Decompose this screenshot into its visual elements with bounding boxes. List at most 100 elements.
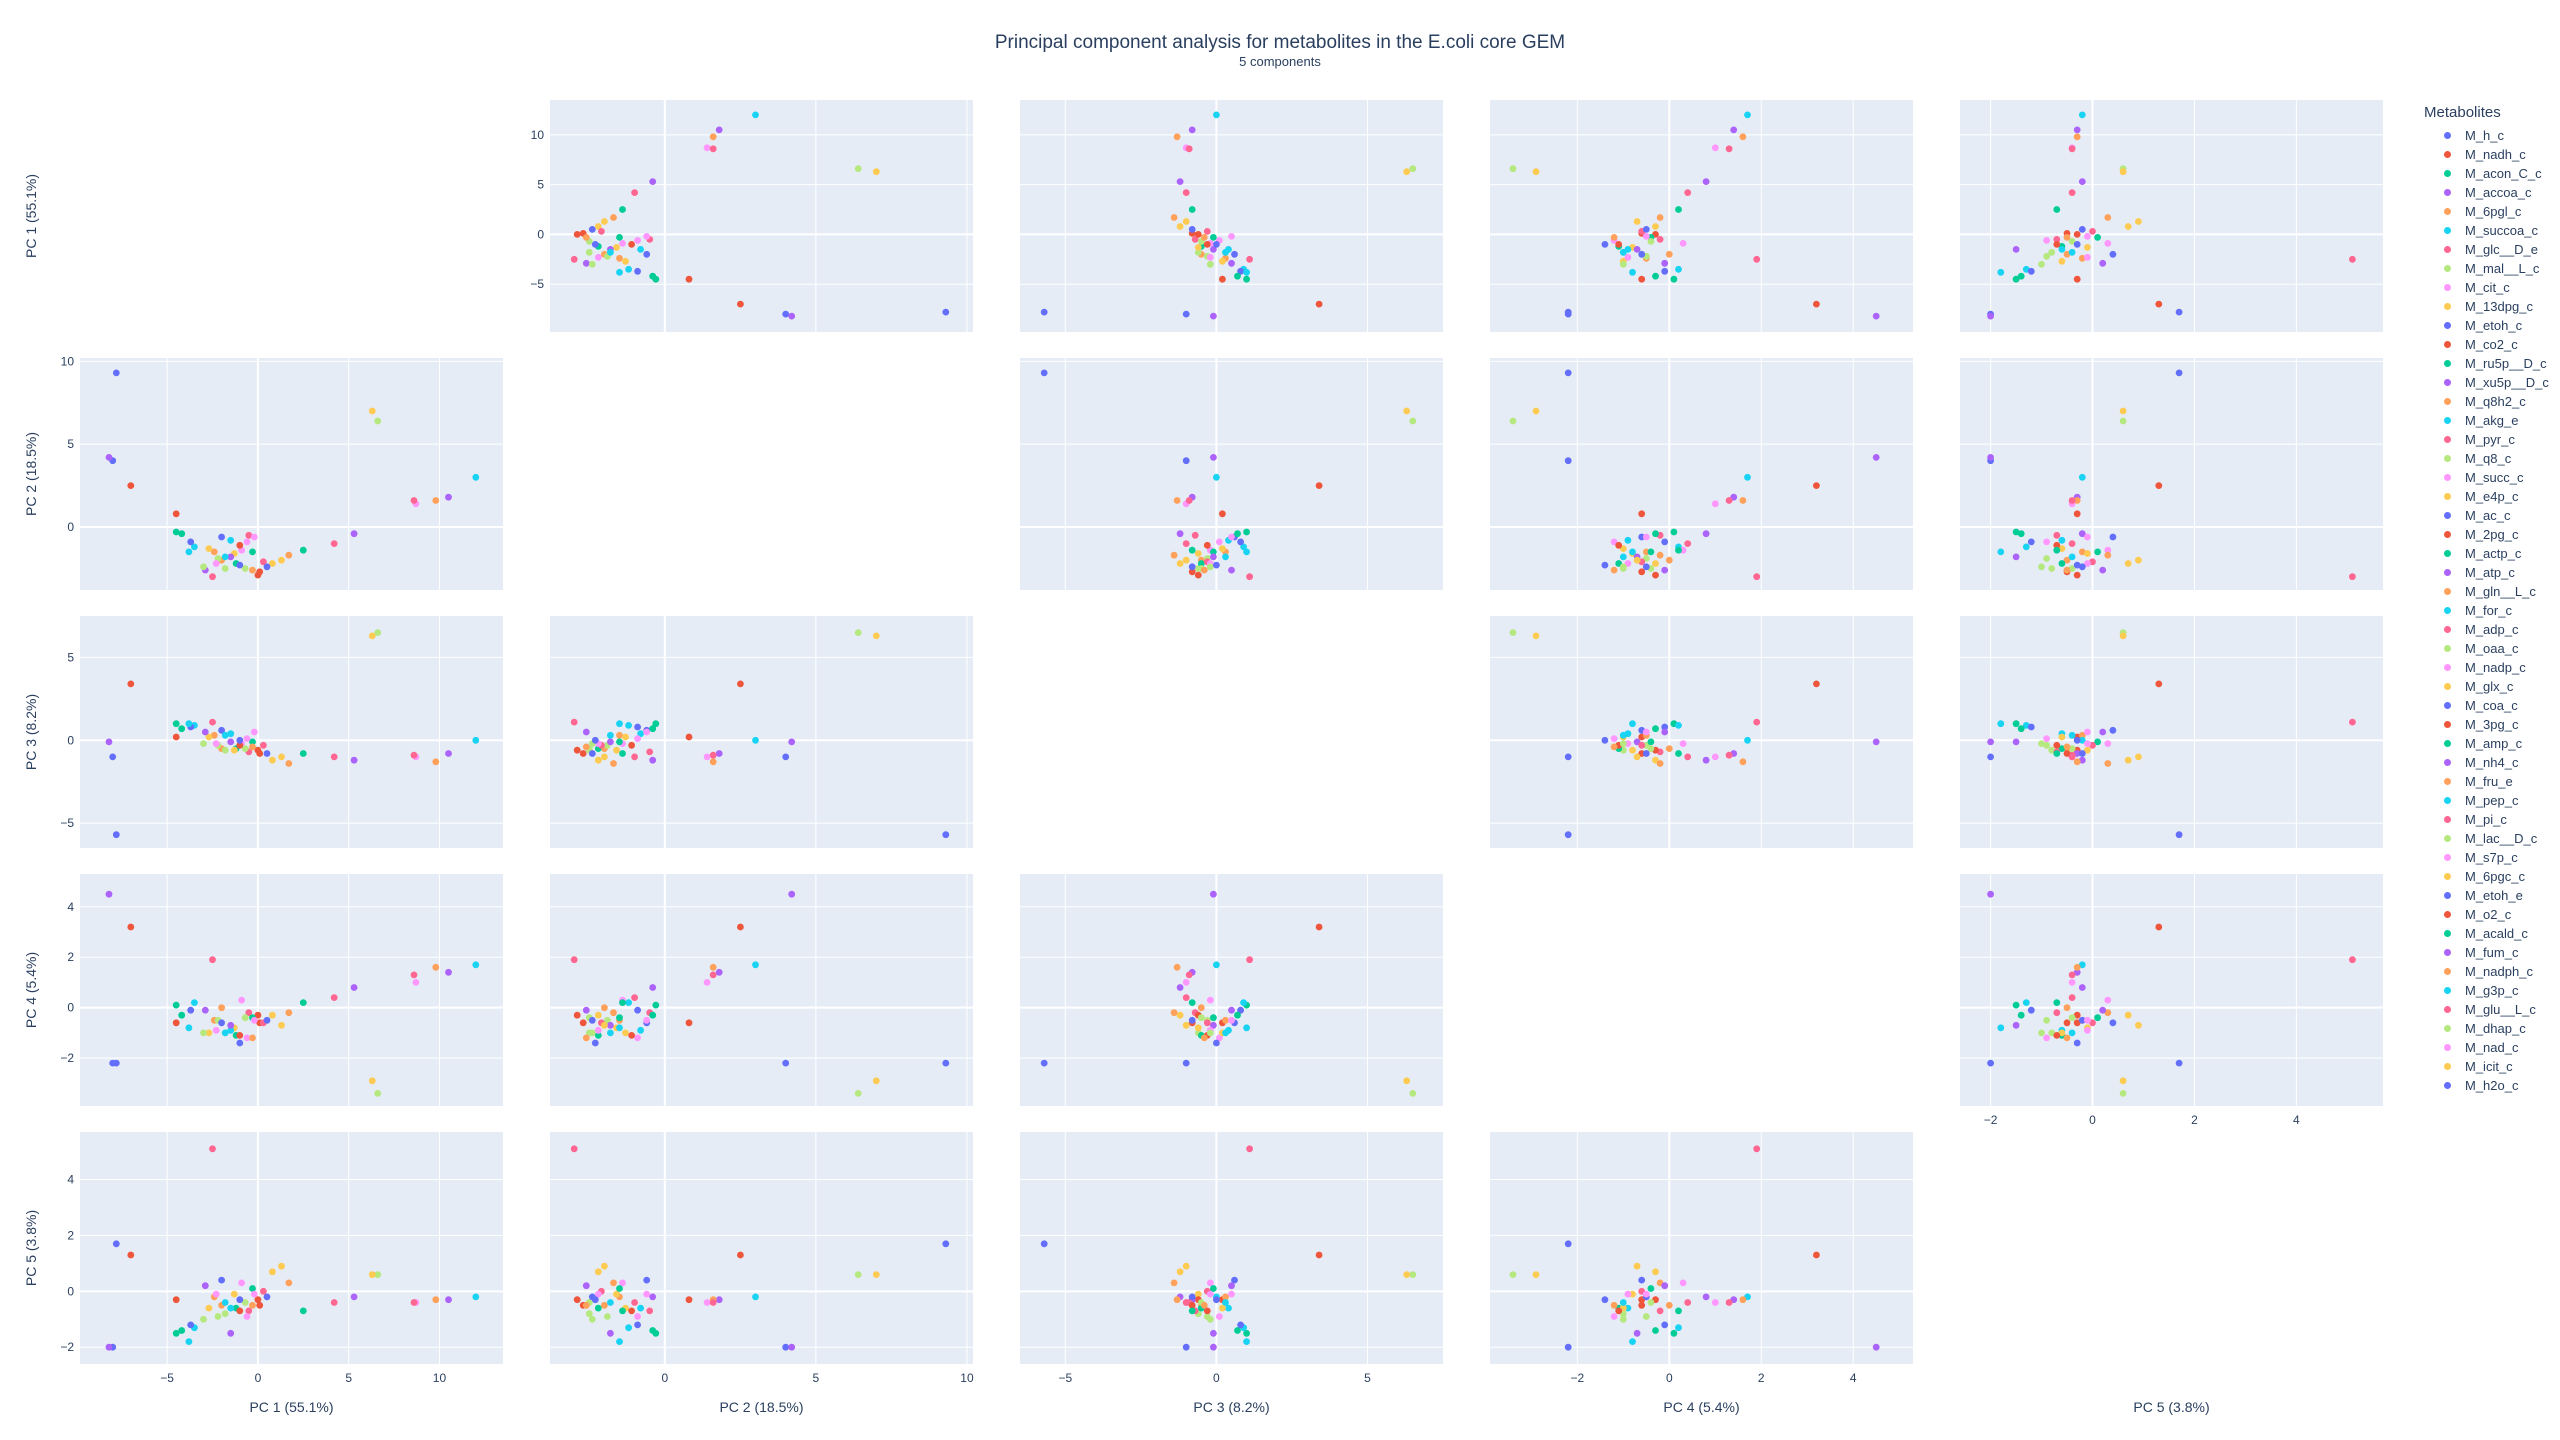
point-M_fru_e[interactable] bbox=[1656, 760, 1664, 767]
point-M_nadp_c[interactable] bbox=[2043, 538, 2050, 546]
point-M_fru_e[interactable] bbox=[610, 214, 617, 221]
point-M_acon_C_c[interactable] bbox=[1243, 1329, 1250, 1337]
point-M_ac_c[interactable] bbox=[1231, 1276, 1238, 1284]
point-M_icit_c[interactable] bbox=[368, 1077, 376, 1085]
point-M_actp_c[interactable] bbox=[616, 738, 623, 746]
point-M_nadph_c[interactable] bbox=[1610, 743, 1618, 751]
point-M_oaa_c[interactable] bbox=[2119, 1090, 2127, 1097]
point-M_dhap_c[interactable] bbox=[1619, 740, 1627, 747]
point-M_o2_c[interactable] bbox=[2053, 1032, 2061, 1039]
point-M_oaa_c[interactable] bbox=[1509, 417, 1517, 425]
point-M_13dpg_c[interactable] bbox=[1176, 223, 1184, 230]
point-M_13dpg_c[interactable] bbox=[2124, 223, 2132, 230]
point-M_icit_c[interactable] bbox=[872, 1271, 880, 1278]
point-M_icit_c[interactable] bbox=[872, 1077, 880, 1085]
point-M_oaa_c[interactable] bbox=[1409, 1090, 1417, 1097]
point-M_gln__L_c[interactable] bbox=[432, 1296, 440, 1304]
point-M_lac__D_c[interactable] bbox=[1647, 745, 1655, 752]
point-M_gln__L_c[interactable] bbox=[1173, 497, 1181, 504]
point-M_g3p_c[interactable] bbox=[1619, 1299, 1627, 1306]
point-M_nadph_c[interactable] bbox=[582, 234, 590, 241]
point-M_succ_c[interactable] bbox=[1711, 500, 1719, 508]
point-M_nadph_c[interactable] bbox=[249, 1301, 256, 1309]
point-M_xu5p__D_c[interactable] bbox=[350, 530, 358, 538]
point-M_6pgc_c[interactable] bbox=[278, 1262, 285, 1270]
point-M_nadp_c[interactable] bbox=[1216, 538, 1223, 546]
point-M_glc__D_e[interactable] bbox=[209, 573, 216, 581]
point-M_icit_c[interactable] bbox=[1532, 1271, 1540, 1278]
point-M_nad_c[interactable] bbox=[643, 1016, 651, 1024]
point-M_g3p_c[interactable] bbox=[221, 1029, 229, 1037]
point-M_3pg_c[interactable] bbox=[579, 1019, 587, 1027]
point-M_succoa_c[interactable] bbox=[1240, 543, 1247, 551]
point-M_acon_C_c[interactable] bbox=[652, 1001, 660, 1009]
point-M_cit_c[interactable] bbox=[2104, 546, 2112, 554]
point-M_q8h2_c[interactable] bbox=[1222, 1016, 1229, 1024]
point-M_etoh_e[interactable] bbox=[263, 750, 271, 757]
point-M_succoa_c[interactable] bbox=[625, 999, 632, 1006]
point-M_etoh_c[interactable] bbox=[1040, 1059, 1048, 1067]
point-M_succoa_c[interactable] bbox=[625, 265, 632, 273]
point-M_pep_c[interactable] bbox=[1243, 1338, 1250, 1345]
point-M_etoh_e[interactable] bbox=[588, 750, 596, 757]
point-M_q8h2_c[interactable] bbox=[1222, 1293, 1229, 1301]
point-M_q8h2_c[interactable] bbox=[616, 254, 623, 262]
point-M_glu__L_c[interactable] bbox=[330, 753, 338, 761]
point-M_glu__L_c[interactable] bbox=[2068, 994, 2076, 1001]
point-M_accoa_c[interactable] bbox=[788, 1343, 796, 1351]
point-M_lac__D_c[interactable] bbox=[1197, 1014, 1205, 1022]
point-M_h2o_c[interactable] bbox=[1601, 1296, 1609, 1304]
point-M_oaa_c[interactable] bbox=[854, 1271, 862, 1278]
point-M_nad_c[interactable] bbox=[2084, 533, 2091, 541]
point-M_coa_c[interactable] bbox=[1661, 723, 1669, 731]
point-M_6pgl_c[interactable] bbox=[601, 1301, 608, 1309]
point-M_etoh_e[interactable] bbox=[2078, 750, 2086, 757]
point-M_3pg_c[interactable] bbox=[1638, 568, 1646, 576]
point-M_pyr_c[interactable] bbox=[1656, 236, 1664, 243]
point-M_glc__D_e[interactable] bbox=[2349, 956, 2356, 964]
point-M_for_c[interactable] bbox=[637, 1304, 644, 1312]
point-M_glc__D_e[interactable] bbox=[2349, 573, 2356, 581]
point-M_e4p_c[interactable] bbox=[2084, 550, 2091, 557]
legend-item-M_glc__D_e[interactable]: M_glc__D_e bbox=[2424, 240, 2560, 259]
point-M_g3p_c[interactable] bbox=[221, 1299, 229, 1306]
point-M_pi_c[interactable] bbox=[1203, 228, 1211, 235]
point-M_accoa_c[interactable] bbox=[1872, 1343, 1880, 1351]
legend-item-M_nad_c[interactable]: M_nad_c bbox=[2424, 1038, 2560, 1057]
point-M_13dpg_c[interactable] bbox=[1652, 560, 1659, 567]
point-M_coa_c[interactable] bbox=[1661, 538, 1669, 546]
point-M_fru_e[interactable] bbox=[1170, 1279, 1178, 1287]
point-M_nadph_c[interactable] bbox=[1610, 566, 1618, 574]
point-M_amp_c[interactable] bbox=[1234, 272, 1241, 280]
point-M_fum_c[interactable] bbox=[1228, 259, 1235, 267]
point-M_pep_c[interactable] bbox=[1997, 548, 2005, 556]
point-M_6pgc_c[interactable] bbox=[1633, 218, 1641, 225]
point-M_coa_c[interactable] bbox=[2027, 267, 2035, 275]
point-M_ac_c[interactable] bbox=[218, 1276, 226, 1284]
point-M_etoh_e[interactable] bbox=[1642, 226, 1650, 233]
point-M_nadp_c[interactable] bbox=[1610, 735, 1618, 742]
point-M_nadp_c[interactable] bbox=[1216, 1313, 1223, 1320]
point-M_6pgl_c[interactable] bbox=[601, 1004, 608, 1012]
point-M_nadph_c[interactable] bbox=[582, 1301, 590, 1309]
point-M_13dpg_c[interactable] bbox=[269, 560, 276, 567]
point-M_s7p_c[interactable] bbox=[1206, 253, 1214, 261]
point-M_akg_e[interactable] bbox=[752, 111, 759, 119]
point-M_atp_c[interactable] bbox=[445, 1296, 452, 1304]
point-M_accoa_c[interactable] bbox=[1987, 738, 1994, 746]
point-M_pep_c[interactable] bbox=[1629, 1338, 1636, 1345]
point-M_h_c[interactable] bbox=[782, 1343, 790, 1351]
point-M_for_c[interactable] bbox=[2058, 246, 2066, 253]
point-M_icit_c[interactable] bbox=[1403, 1077, 1411, 1085]
point-M_atp_c[interactable] bbox=[445, 968, 452, 976]
point-M_co2_c[interactable] bbox=[1638, 510, 1646, 518]
point-M_gln__L_c[interactable] bbox=[1173, 133, 1181, 141]
point-M_nadp_c[interactable] bbox=[243, 1034, 251, 1042]
point-M_nadh_c[interactable] bbox=[127, 680, 135, 688]
point-M_gln__L_c[interactable] bbox=[709, 758, 717, 766]
point-M_akg_e[interactable] bbox=[2078, 736, 2086, 744]
point-M_adp_c[interactable] bbox=[1725, 751, 1733, 759]
point-M_fum_c[interactable] bbox=[2099, 728, 2107, 736]
point-M_nadph_c[interactable] bbox=[249, 566, 256, 574]
legend-item-M_atp_c[interactable]: M_atp_c bbox=[2424, 563, 2560, 582]
